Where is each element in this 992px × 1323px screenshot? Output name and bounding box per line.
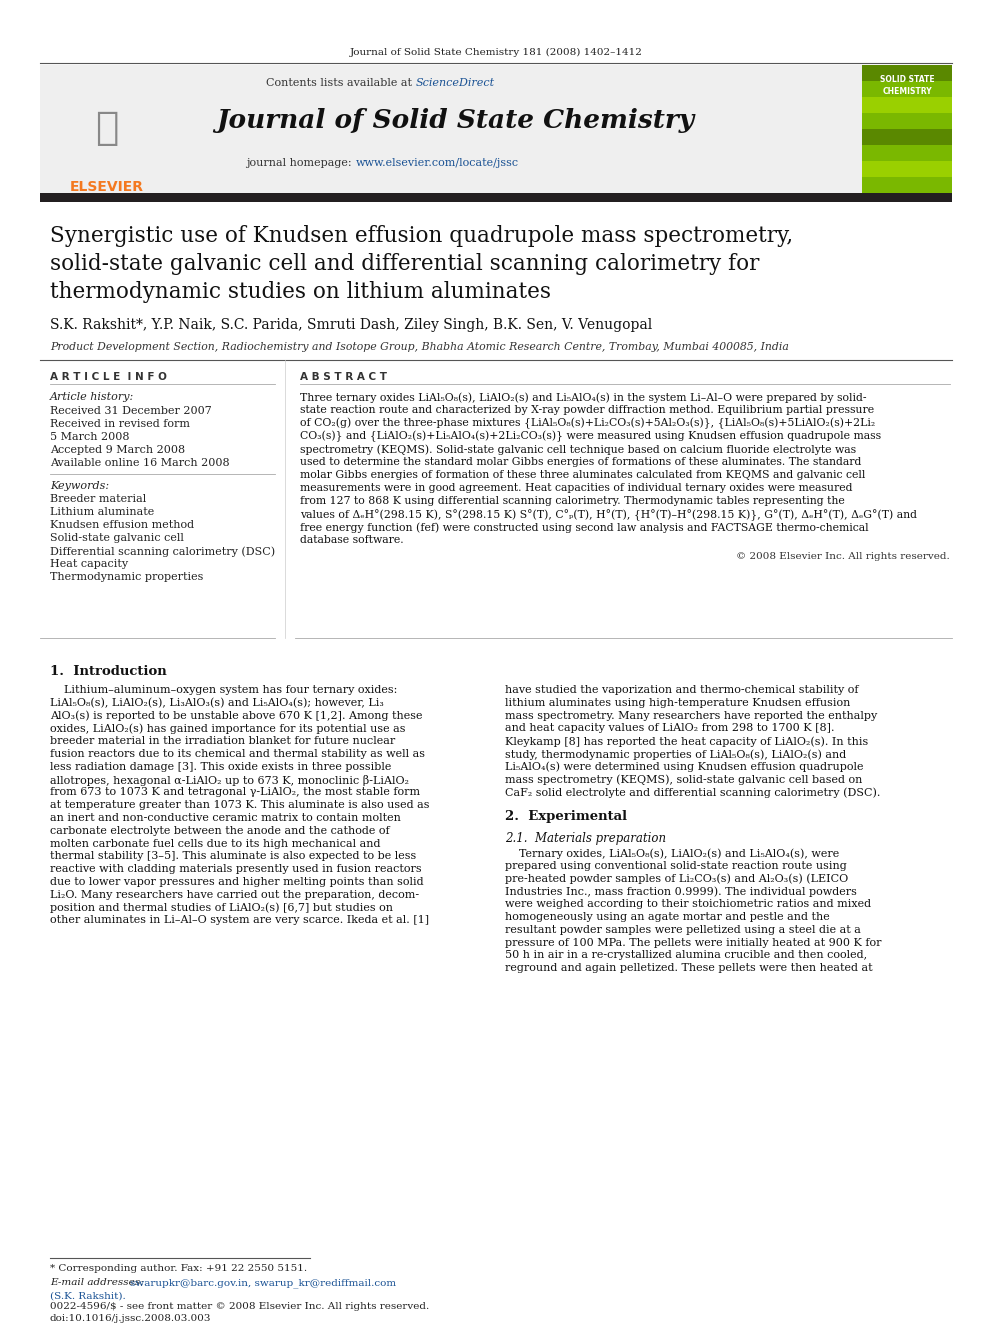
Text: Journal of Solid State Chemistry 181 (2008) 1402–1412: Journal of Solid State Chemistry 181 (20… xyxy=(349,48,643,57)
Text: AlO₃(s) is reported to be unstable above 670 K [1,2]. Among these: AlO₃(s) is reported to be unstable above… xyxy=(50,710,423,721)
Text: used to determine the standard molar Gibbs energies of formations of these alumi: used to determine the standard molar Gib… xyxy=(300,456,861,467)
Text: spectrometry (KEQMS). Solid-state galvanic cell technique based on calcium fluor: spectrometry (KEQMS). Solid-state galvan… xyxy=(300,445,856,455)
Bar xyxy=(862,65,952,81)
Text: prepared using conventional solid-state reaction route using: prepared using conventional solid-state … xyxy=(505,861,847,871)
Text: other aluminates in Li–Al–O system are very scarce. Ikeda et al. [1]: other aluminates in Li–Al–O system are v… xyxy=(50,916,430,925)
Text: from 673 to 1073 K and tetragonal γ-LiAlO₂, the most stable form: from 673 to 1073 K and tetragonal γ-LiAl… xyxy=(50,787,421,798)
Text: ELSEVIER: ELSEVIER xyxy=(70,180,144,194)
Bar xyxy=(40,65,862,193)
Text: homogeneously using an agate mortar and pestle and the: homogeneously using an agate mortar and … xyxy=(505,912,829,922)
Text: 2.  Experimental: 2. Experimental xyxy=(505,810,627,823)
Text: molten carbonate fuel cells due to its high mechanical and: molten carbonate fuel cells due to its h… xyxy=(50,839,381,848)
Text: 0022-4596/$ - see front matter © 2008 Elsevier Inc. All rights reserved.: 0022-4596/$ - see front matter © 2008 El… xyxy=(50,1302,430,1311)
Text: 🌳: 🌳 xyxy=(95,108,119,147)
Text: Received in revised form: Received in revised form xyxy=(50,419,190,429)
Text: lithium aluminates using high-temperature Knudsen effusion: lithium aluminates using high-temperatur… xyxy=(505,697,850,708)
Bar xyxy=(862,65,952,193)
Text: were weighed according to their stoichiometric ratios and mixed: were weighed according to their stoichio… xyxy=(505,900,871,909)
Text: position and thermal studies of LiAlO₂(s) [6,7] but studies on: position and thermal studies of LiAlO₂(s… xyxy=(50,902,393,913)
Text: Thermodynamic properties: Thermodynamic properties xyxy=(50,572,203,582)
Text: LiAl₅O₈(s), LiAlO₂(s), Li₃AlO₃(s) and Li₅AlO₄(s); however, Li₃: LiAl₅O₈(s), LiAlO₂(s), Li₃AlO₃(s) and Li… xyxy=(50,697,384,708)
Text: pre-heated powder samples of Li₂CO₃(s) and Al₂O₃(s) (LEICO: pre-heated powder samples of Li₂CO₃(s) a… xyxy=(505,873,848,884)
Text: © 2008 Elsevier Inc. All rights reserved.: © 2008 Elsevier Inc. All rights reserved… xyxy=(736,552,950,561)
Text: breeder material in the irradiation blanket for future nuclear: breeder material in the irradiation blan… xyxy=(50,736,395,746)
Text: doi:10.1016/j.jssc.2008.03.003: doi:10.1016/j.jssc.2008.03.003 xyxy=(50,1314,211,1323)
Text: thermodynamic studies on lithium aluminates: thermodynamic studies on lithium alumina… xyxy=(50,280,551,303)
Text: have studied the vaporization and thermo-chemical stability of: have studied the vaporization and thermo… xyxy=(505,685,858,695)
Text: Lithium aluminate: Lithium aluminate xyxy=(50,507,154,517)
Text: Ternary oxides, LiAl₅O₈(s), LiAlO₂(s) and Li₅AlO₄(s), were: Ternary oxides, LiAl₅O₈(s), LiAlO₂(s) an… xyxy=(505,848,839,859)
Text: and heat capacity values of LiAlO₂ from 298 to 1700 K [8].: and heat capacity values of LiAlO₂ from … xyxy=(505,724,834,733)
Text: 1.  Introduction: 1. Introduction xyxy=(50,665,167,677)
Text: measurements were in good agreement. Heat capacities of individual ternary oxide: measurements were in good agreement. Hea… xyxy=(300,483,852,493)
Text: study, thermodynamic properties of LiAl₅O₈(s), LiAlO₂(s) and: study, thermodynamic properties of LiAl₅… xyxy=(505,749,846,759)
Text: pressure of 100 MPa. The pellets were initially heated at 900 K for: pressure of 100 MPa. The pellets were in… xyxy=(505,938,882,947)
Text: Received 31 December 2007: Received 31 December 2007 xyxy=(50,406,211,415)
Text: SOLID STATE
CHEMISTRY: SOLID STATE CHEMISTRY xyxy=(880,75,934,95)
Text: free energy function (fef) were constructed using second law analysis and FACTSA: free energy function (fef) were construc… xyxy=(300,523,869,533)
Text: Li₂O. Many researchers have carried out the preparation, decom-: Li₂O. Many researchers have carried out … xyxy=(50,890,420,900)
Bar xyxy=(862,130,952,146)
Text: 50 h in air in a re-crystallized alumina crucible and then cooled,: 50 h in air in a re-crystallized alumina… xyxy=(505,950,867,960)
Text: A R T I C L E  I N F O: A R T I C L E I N F O xyxy=(50,372,167,382)
Text: oxides, LiAlO₂(s) has gained importance for its potential use as: oxides, LiAlO₂(s) has gained importance … xyxy=(50,724,406,734)
Text: www.elsevier.com/locate/jssc: www.elsevier.com/locate/jssc xyxy=(356,157,519,168)
Text: Li₅AlO₄(s) were determined using Knudsen effusion quadrupole: Li₅AlO₄(s) were determined using Knudsen… xyxy=(505,762,863,773)
Text: Lithium–aluminum–oxygen system has four ternary oxides:: Lithium–aluminum–oxygen system has four … xyxy=(50,685,398,695)
Text: Heat capacity: Heat capacity xyxy=(50,560,128,569)
Text: less radiation damage [3]. This oxide exists in three possible: less radiation damage [3]. This oxide ex… xyxy=(50,762,392,771)
Text: Industries Inc., mass fraction 0.9999). The individual powders: Industries Inc., mass fraction 0.9999). … xyxy=(505,886,857,897)
Text: thermal stability [3–5]. This aluminate is also expected to be less: thermal stability [3–5]. This aluminate … xyxy=(50,852,417,861)
Bar xyxy=(40,65,175,193)
Text: state reaction route and characterized by X-ray powder diffraction method. Equil: state reaction route and characterized b… xyxy=(300,405,874,415)
Text: CaF₂ solid electrolyte and differential scanning calorimetry (DSC).: CaF₂ solid electrolyte and differential … xyxy=(505,787,880,798)
Text: Accepted 9 March 2008: Accepted 9 March 2008 xyxy=(50,445,186,455)
Text: solid-state galvanic cell and differential scanning calorimetry for: solid-state galvanic cell and differenti… xyxy=(50,253,759,275)
Text: database software.: database software. xyxy=(300,534,404,545)
Text: (S.K. Rakshit).: (S.K. Rakshit). xyxy=(50,1293,126,1301)
Text: reactive with cladding materials presently used in fusion reactors: reactive with cladding materials present… xyxy=(50,864,422,875)
Text: journal homepage:: journal homepage: xyxy=(246,157,355,168)
Text: an inert and non-conductive ceramic matrix to contain molten: an inert and non-conductive ceramic matr… xyxy=(50,814,401,823)
Bar xyxy=(862,97,952,112)
Text: CO₃(s)} and {LiAlO₂(s)+Li₅AlO₄(s)+2Li₂CO₃(s)} were measured using Knudsen effusi: CO₃(s)} and {LiAlO₂(s)+Li₅AlO₄(s)+2Li₂CO… xyxy=(300,431,881,442)
Text: fusion reactors due to its chemical and thermal stability as well as: fusion reactors due to its chemical and … xyxy=(50,749,425,759)
Bar xyxy=(862,161,952,177)
Text: at temperature greater than 1073 K. This aluminate is also used as: at temperature greater than 1073 K. This… xyxy=(50,800,430,810)
Text: mass spectrometry (KEQMS), solid-state galvanic cell based on: mass spectrometry (KEQMS), solid-state g… xyxy=(505,774,862,785)
Text: ScienceDirect: ScienceDirect xyxy=(416,78,495,89)
Text: Available online 16 March 2008: Available online 16 March 2008 xyxy=(50,458,229,468)
Text: 2.1.  Materials preparation: 2.1. Materials preparation xyxy=(505,832,666,845)
Bar xyxy=(40,193,952,202)
Text: * Corresponding author. Fax: +91 22 2550 5151.: * Corresponding author. Fax: +91 22 2550… xyxy=(50,1263,308,1273)
Text: A B S T R A C T: A B S T R A C T xyxy=(300,372,387,382)
Text: values of ΔₑH°(298.15 K), S°(298.15 K) S°(T), C°ₚ(T), H°(T), {H°(T)–H°(298.15 K): values of ΔₑH°(298.15 K), S°(298.15 K) S… xyxy=(300,509,917,521)
Text: due to lower vapor pressures and higher melting points than solid: due to lower vapor pressures and higher … xyxy=(50,877,424,886)
Text: carbonate electrolyte between the anode and the cathode of: carbonate electrolyte between the anode … xyxy=(50,826,390,836)
Text: Knudsen effusion method: Knudsen effusion method xyxy=(50,520,194,531)
Text: of CO₂(g) over the three-phase mixtures {LiAl₅O₈(s)+Li₂CO₃(s)+5Al₂O₃(s)}, {LiAl₅: of CO₂(g) over the three-phase mixtures … xyxy=(300,418,875,430)
Text: Kleykamp [8] has reported the heat capacity of LiAlO₂(s). In this: Kleykamp [8] has reported the heat capac… xyxy=(505,736,868,746)
Text: Differential scanning calorimetry (DSC): Differential scanning calorimetry (DSC) xyxy=(50,546,275,557)
Text: resultant powder samples were pelletized using a steel die at a: resultant powder samples were pelletized… xyxy=(505,925,861,935)
Text: mass spectrometry. Many researchers have reported the enthalpy: mass spectrometry. Many researchers have… xyxy=(505,710,877,721)
Text: Product Development Section, Radiochemistry and Isotope Group, Bhabha Atomic Res: Product Development Section, Radiochemis… xyxy=(50,343,789,352)
Text: molar Gibbs energies of formation of these three aluminates calculated from KEQM: molar Gibbs energies of formation of the… xyxy=(300,470,865,480)
Text: 5 March 2008: 5 March 2008 xyxy=(50,433,130,442)
Text: reground and again pelletized. These pellets were then heated at: reground and again pelletized. These pel… xyxy=(505,963,873,974)
Text: allotropes, hexagonal α-LiAlO₂ up to 673 K, monoclinic β-LiAlO₂: allotropes, hexagonal α-LiAlO₂ up to 673… xyxy=(50,774,409,786)
Text: Keywords:: Keywords: xyxy=(50,482,109,491)
Text: Breeder material: Breeder material xyxy=(50,493,146,504)
Text: Three ternary oxides LiAl₅O₈(s), LiAlO₂(s) and Li₅AlO₄(s) in the system Li–Al–O : Three ternary oxides LiAl₅O₈(s), LiAlO₂(… xyxy=(300,392,866,402)
Text: Journal of Solid State Chemistry: Journal of Solid State Chemistry xyxy=(216,108,694,134)
Text: swarupkr@barc.gov.in, swarup_kr@rediffmail.com: swarupkr@barc.gov.in, swarup_kr@rediffma… xyxy=(130,1278,396,1287)
Text: S.K. Rakshit*, Y.P. Naik, S.C. Parida, Smruti Dash, Ziley Singh, B.K. Sen, V. Ve: S.K. Rakshit*, Y.P. Naik, S.C. Parida, S… xyxy=(50,318,653,332)
Text: E-mail addresses:: E-mail addresses: xyxy=(50,1278,147,1287)
Text: Article history:: Article history: xyxy=(50,392,134,402)
Text: from 127 to 868 K using differential scanning calorimetry. Thermodynamic tables : from 127 to 868 K using differential sca… xyxy=(300,496,845,505)
Text: Contents lists available at: Contents lists available at xyxy=(266,78,415,89)
Text: Synergistic use of Knudsen effusion quadrupole mass spectrometry,: Synergistic use of Knudsen effusion quad… xyxy=(50,225,794,247)
Text: Solid-state galvanic cell: Solid-state galvanic cell xyxy=(50,533,184,542)
